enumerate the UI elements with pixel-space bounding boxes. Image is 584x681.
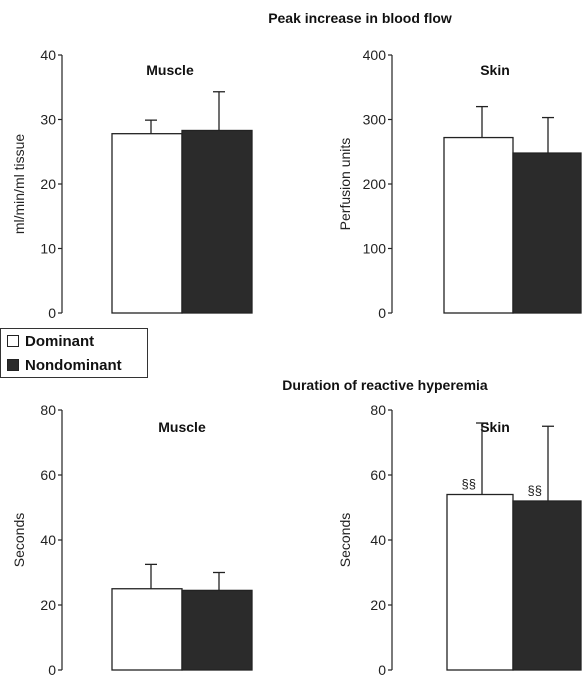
y-tick-label: 400	[363, 47, 387, 63]
chart-panel-1: 0 10 20 30 40 ml/min/ml tissue Muscle	[11, 47, 253, 321]
bar-nondominant	[512, 500, 582, 671]
bar-dominant	[111, 133, 183, 314]
y-tick-label: 0	[48, 662, 56, 678]
y-tick-label: 40	[40, 47, 56, 63]
y-axis-label: ml/min/ml tissue	[11, 134, 27, 235]
panel-title: Skin	[480, 62, 510, 78]
y-tick-label: 100	[363, 241, 387, 257]
legend-swatch-nondominant	[7, 359, 19, 371]
y-tick-label: 20	[370, 597, 386, 613]
legend-label-nondominant: Nondominant	[25, 356, 122, 374]
legend: Dominant Nondominant	[0, 328, 148, 378]
legend-item-nondominant: Nondominant	[1, 353, 147, 377]
y-tick-label: 10	[40, 241, 56, 257]
bar-dominant	[446, 493, 514, 671]
section-title-duration: Duration of reactive hyperemia	[282, 377, 488, 393]
chart-panel-3: 0 20 40 60 80 Seconds Muscle	[11, 402, 253, 678]
y-tick-label: 40	[370, 532, 386, 548]
panel-title: Muscle	[158, 419, 206, 435]
significance-annotation: §§	[462, 477, 476, 492]
y-axis-label: Seconds	[11, 513, 27, 567]
y-tick-label: 80	[370, 402, 386, 418]
bar-dominant	[111, 588, 183, 671]
y-tick-label: 200	[363, 176, 387, 192]
y-tick-label: 20	[40, 597, 56, 613]
legend-label-dominant: Dominant	[25, 332, 95, 350]
chart-panel-4: 0 20 40 60 80 Seconds Skin §§ §§	[337, 402, 582, 678]
y-tick-label: 20	[40, 176, 56, 192]
panel-title: Muscle	[146, 62, 194, 78]
legend-item-dominant: Dominant	[1, 329, 147, 353]
y-axis-label: Seconds	[337, 513, 353, 567]
panel-title: Skin	[480, 419, 510, 435]
bar-nondominant	[512, 152, 582, 314]
y-tick-label: 80	[40, 402, 56, 418]
legend-swatch-dominant	[7, 335, 19, 347]
y-tick-label: 30	[40, 112, 56, 128]
bar-nondominant	[181, 129, 253, 314]
y-tick-label: 0	[378, 305, 386, 321]
y-tick-label: 60	[40, 467, 56, 483]
bar-nondominant	[181, 589, 253, 671]
section-title-peak: Peak increase in blood flow	[268, 10, 452, 26]
y-axis-label: Perfusion units	[337, 138, 353, 231]
y-tick-label: 60	[370, 467, 386, 483]
bar-dominant	[443, 136, 514, 314]
y-tick-label: 0	[48, 305, 56, 321]
y-tick-label: 0	[378, 662, 386, 678]
significance-annotation: §§	[528, 483, 542, 498]
y-tick-label: 40	[40, 532, 56, 548]
y-tick-label: 300	[363, 112, 387, 128]
chart-panel-2: 0 100 200 300 400 Perfusion units Skin	[337, 47, 582, 321]
